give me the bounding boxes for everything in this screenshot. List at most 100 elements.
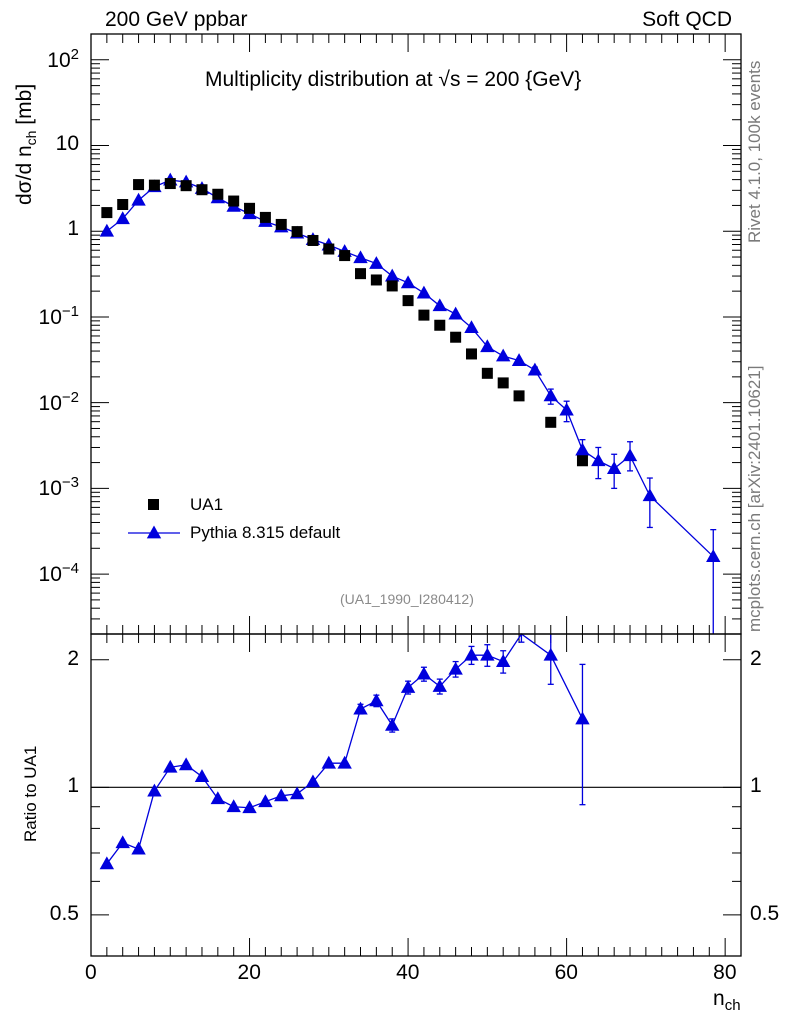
ua1-point: [148, 179, 160, 191]
pythia-point: [416, 285, 432, 299]
ua1-point: [339, 250, 351, 262]
ua1-point: [196, 184, 208, 196]
ratio-frame: [90, 633, 742, 957]
ratio-point: [194, 769, 210, 782]
plot-title: Multiplicity distribution at √s = 200 {G…: [205, 68, 582, 91]
ratio-point: [337, 755, 352, 769]
ratio-ytick-label-right: 0.5: [750, 901, 780, 925]
ua1-point: [117, 199, 129, 211]
main-ytick-label: 10−3: [39, 474, 79, 501]
main-ytick-exp: −4: [61, 560, 79, 578]
pythia-point: [480, 339, 495, 353]
ua1-point: [244, 202, 256, 214]
main-ytick-base: 10: [47, 48, 71, 72]
ua1-point: [291, 226, 303, 238]
ratio-point: [163, 759, 178, 773]
header-right: Soft QCD: [642, 8, 732, 31]
header-left: 200 GeV ppbar: [105, 8, 248, 31]
ratio-point: [432, 678, 447, 692]
ratio-point: [495, 654, 511, 667]
pythia-point: [464, 320, 479, 334]
pythia-point: [99, 223, 115, 237]
ratio-point: [480, 647, 495, 661]
pythia-point: [706, 549, 721, 562]
pythia-point: [543, 388, 558, 402]
ua1-series: [101, 178, 588, 467]
pythia-point: [353, 250, 368, 264]
ua1-point: [386, 280, 398, 292]
ua1-point: [228, 195, 240, 207]
pythia-point: [606, 461, 622, 475]
ua1-point: [513, 390, 525, 402]
ratio-point: [99, 856, 115, 870]
side-label-rivet: Rivet 4.1.0, 100k events: [745, 60, 764, 243]
ua1-point: [434, 319, 446, 331]
ratio-ytick-label-left: 2: [67, 646, 79, 670]
ua1-point: [370, 274, 382, 286]
ratio-point: [226, 799, 241, 813]
ratio-point: [242, 800, 257, 814]
pythia-point: [131, 192, 146, 206]
xtick-label: 0: [85, 961, 97, 984]
ua1-point: [418, 309, 430, 321]
xtick-label: 80: [713, 961, 737, 984]
main-ytick-base: 10: [38, 563, 62, 587]
main-ytick-base: 1: [67, 217, 79, 241]
pythia-point: [495, 348, 511, 362]
main-ytick-label: 10−1: [39, 303, 79, 330]
ratio-point: [147, 783, 162, 797]
pythia-point: [432, 298, 447, 312]
ua1-point: [180, 180, 192, 192]
ratio-point: [305, 774, 321, 788]
ratio-point: [353, 701, 368, 715]
ua1-point: [133, 179, 145, 191]
pythia-point: [622, 448, 638, 462]
ratio-point: [369, 693, 384, 707]
ratio-point: [210, 791, 226, 805]
main-ylabel-sub: ch: [23, 130, 40, 146]
legend-ua1-label: UA1: [190, 495, 224, 514]
ua1-point: [545, 416, 557, 428]
main-ytick-label: 10−4: [39, 560, 79, 587]
main-ytick-base: 10: [38, 391, 62, 415]
main-ytick-label: 102: [47, 46, 79, 73]
xtick-label: 60: [554, 961, 578, 984]
ratio-point: [464, 647, 479, 661]
ratio-ytick-label-right: 2: [750, 646, 762, 670]
ratio-point: [543, 647, 558, 661]
ratio-axis-ticks: [90, 634, 742, 957]
ratio-point: [448, 661, 463, 675]
main-axis-ticks: [90, 33, 742, 635]
main-ytick-label: 10: [56, 132, 79, 156]
pythia-point: [642, 488, 658, 502]
pythia-point: [115, 211, 130, 225]
ua1-point: [576, 455, 588, 467]
ua1-point: [450, 331, 462, 343]
pythia-point: [575, 442, 590, 456]
main-ytick-exp: −1: [61, 302, 79, 320]
ua1-point: [259, 211, 271, 223]
ua1-point: [275, 218, 287, 230]
ua1-point: [101, 207, 113, 219]
main-ytick-label: 10−2: [39, 389, 79, 416]
legend-ua1-marker: [148, 499, 159, 510]
main-ylabel-text: dσ/d n: [13, 145, 36, 205]
pythia-point: [527, 362, 543, 376]
xlabel-text: n: [713, 987, 725, 1010]
side-label-mcplots: mcplots.cern.ch [arXiv:2401.10621]: [745, 365, 764, 632]
pythia-point: [385, 268, 400, 282]
main-ytick-base: 10: [55, 131, 79, 155]
ua1-point: [164, 178, 176, 190]
ratio-ylabel: Ratio to UA1: [21, 745, 40, 842]
ratio-ytick-label-left: 0.5: [49, 901, 79, 925]
legend-markers: [128, 499, 180, 539]
ratio-ytick-label-right: 1: [750, 774, 762, 798]
main-ylabel-unit: [mb]: [13, 83, 36, 125]
ratio-point: [131, 841, 146, 855]
ratio-point: [321, 755, 337, 769]
ua1-point: [355, 268, 367, 280]
plot-frames: [90, 33, 742, 957]
ua1-point: [465, 348, 477, 360]
ratio-point: [115, 835, 130, 849]
